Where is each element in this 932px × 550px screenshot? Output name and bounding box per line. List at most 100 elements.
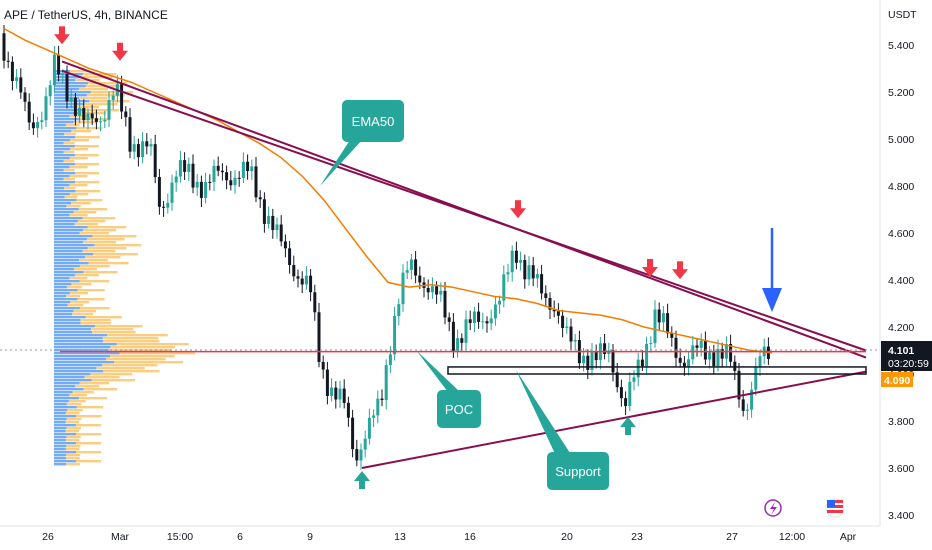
profile-bar-up: [69, 166, 88, 169]
candle-body: [481, 321, 485, 323]
profile-bar-up: [65, 430, 80, 433]
candle-body: [464, 319, 468, 343]
profile-bar-up: [102, 337, 159, 340]
candle-body: [708, 352, 712, 360]
profile-bar-down: [54, 202, 72, 205]
candle-body: [548, 298, 552, 310]
profile-bar-up: [69, 175, 88, 178]
profile-bar-down: [54, 121, 74, 124]
profile-bar-up: [86, 238, 125, 241]
y-tick-label: 4.600: [888, 228, 914, 240]
profile-bar-up: [68, 400, 86, 403]
profile-bar-up: [67, 409, 83, 412]
profile-bar-up: [76, 406, 104, 409]
rising-support[interactable]: [361, 370, 867, 469]
profile-bar-down: [54, 277, 70, 280]
profile-bar-down: [54, 145, 75, 148]
candle-body: [426, 287, 430, 293]
x-tick-label: 6: [237, 531, 243, 543]
candle-body: [649, 343, 653, 345]
candle-body: [687, 359, 691, 367]
candle-body: [472, 311, 476, 323]
candle-body: [363, 438, 367, 450]
candle-body: [493, 304, 497, 319]
profile-bar-down: [54, 367, 97, 370]
candle-body: [750, 389, 754, 410]
candle-body: [128, 117, 132, 152]
profile-bar-down: [54, 460, 76, 463]
profile-bar-up: [91, 379, 136, 382]
profile-bar-down: [54, 328, 91, 331]
profile-bar-down: [54, 130, 72, 133]
candle-body: [57, 54, 61, 75]
profile-bar-up: [110, 346, 175, 349]
poc-callout-text: POC: [445, 402, 473, 417]
candle-body: [523, 260, 527, 280]
candle-body: [279, 224, 283, 242]
profile-bar-down: [54, 424, 77, 427]
candle-body: [594, 352, 598, 361]
candle-body: [569, 326, 573, 342]
profile-bar-down: [54, 418, 67, 421]
candle-body: [6, 60, 10, 62]
profile-bar-down: [54, 382, 80, 385]
candle-body: [82, 107, 86, 121]
profile-bar-down: [54, 109, 85, 112]
last-price-tag: 4.101 03:20:59: [881, 341, 932, 371]
profile-bar-down: [54, 235, 93, 238]
candle-body: [300, 278, 304, 285]
profile-bar-down: [54, 289, 78, 292]
profile-bar-up: [75, 433, 102, 436]
profile-bar-down: [54, 259, 80, 262]
candle-body: [531, 265, 535, 279]
profile-bar-down: [54, 229, 83, 232]
support-zone[interactable]: [447, 366, 867, 375]
profile-bar-up: [95, 325, 143, 328]
profile-bar-down: [54, 334, 108, 337]
candle-body: [338, 388, 342, 400]
profile-bar-up: [82, 229, 117, 232]
profile-bar-down: [54, 196, 65, 199]
profile-bar-up: [69, 292, 89, 295]
profile-bar-down: [54, 148, 70, 151]
upper-resistance-inner[interactable]: [61, 69, 867, 352]
profile-bar-down: [54, 310, 74, 313]
lightning-icon[interactable]: [764, 499, 782, 517]
profile-bar-up: [75, 136, 100, 139]
last-price-value: 4.101: [888, 345, 914, 357]
profile-bar-up: [70, 139, 89, 142]
profile-bar-up: [93, 253, 138, 256]
profile-bar-up: [63, 142, 75, 145]
profile-bar-up: [75, 181, 100, 184]
profile-bar-up: [69, 184, 88, 187]
y-tick-label: 3.600: [888, 463, 914, 475]
profile-bar-down: [54, 358, 107, 361]
candle-body: [78, 107, 82, 116]
profile-bar-down: [54, 226, 88, 229]
profile-bar-up: [82, 241, 117, 244]
profile-bar-up: [94, 244, 142, 247]
candlesticks: [2, 24, 770, 470]
profile-bar-down: [54, 232, 80, 235]
candle-body: [737, 370, 741, 400]
profile-bar-down: [54, 292, 70, 295]
profile-bar-up: [85, 316, 122, 319]
profile-bar-down: [54, 271, 84, 274]
candle-body: [372, 415, 376, 418]
candle-body: [540, 274, 544, 294]
profile-bar-down: [54, 340, 104, 343]
candle-body: [401, 272, 405, 305]
upper-resistance-outer[interactable]: [61, 60, 867, 359]
profile-bar-up: [90, 373, 133, 376]
signal-markers: [54, 26, 688, 490]
profile-bar-down: [54, 319, 81, 322]
profile-bar-up: [74, 223, 99, 226]
us-flag-icon[interactable]: [825, 498, 845, 518]
candle-body: [670, 333, 674, 338]
candle-body: [52, 54, 56, 86]
profile-bar-down: [54, 253, 94, 256]
down-arrow-marker: [672, 261, 688, 280]
x-tick-label: 13: [394, 531, 406, 543]
profile-bar-up: [76, 199, 103, 202]
